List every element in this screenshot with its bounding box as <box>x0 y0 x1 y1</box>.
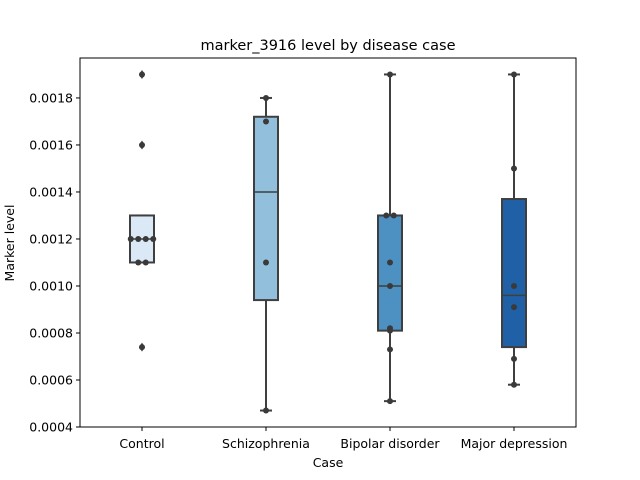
data-point <box>135 259 142 266</box>
box-group <box>501 73 527 386</box>
x-tick-label: Major depression <box>461 436 568 451</box>
data-point <box>387 259 393 266</box>
data-point <box>387 282 393 289</box>
data-point <box>263 94 269 101</box>
data-point <box>135 235 142 242</box>
data-point <box>142 235 149 242</box>
x-tick-label: Bipolar disorder <box>340 436 440 451</box>
data-point <box>511 71 517 78</box>
y-axis: 0.0004 0.0006 0.0008 0.0010 0.0012 0.0014 0.00… <box>29 90 80 435</box>
data-point <box>387 398 393 405</box>
data-point <box>383 212 390 219</box>
y-tick-label: 0.0012 <box>29 231 73 246</box>
plot-area <box>80 58 576 427</box>
data-point <box>390 212 397 219</box>
box-group <box>253 96 279 412</box>
data-point <box>263 259 269 266</box>
x-axis-label: Case <box>313 455 344 470</box>
data-point <box>127 235 134 242</box>
data-point <box>511 355 517 362</box>
y-tick-label: 0.0018 <box>29 90 73 105</box>
data-point <box>142 259 149 266</box>
y-tick-label: 0.0004 <box>29 420 73 435</box>
box <box>253 115 279 302</box>
boxes-layer <box>129 69 527 412</box>
data-point <box>511 381 517 388</box>
data-point <box>139 71 145 78</box>
y-tick-label: 0.0006 <box>29 372 73 387</box>
data-point <box>387 346 393 353</box>
data-point <box>387 71 393 78</box>
plot-frame <box>79 57 577 428</box>
y-tick-label: 0.0010 <box>29 278 73 293</box>
x-tick-label: Schizophrenia <box>222 436 310 451</box>
data-point <box>139 141 145 148</box>
data-point <box>511 304 517 311</box>
data-point <box>263 118 269 125</box>
y-tick-label: 0.0008 <box>29 325 73 340</box>
x-axis: Control Schizophrenia Bipolar disorder Majo… <box>119 427 567 451</box>
data-point <box>263 407 269 414</box>
data-point <box>139 344 145 351</box>
points-layer <box>127 71 517 414</box>
box <box>501 198 527 349</box>
chart-title: marker_3916 level by disease case <box>201 38 456 54</box>
y-tick-label: 0.0016 <box>29 137 73 152</box>
box <box>377 214 403 332</box>
data-point <box>387 327 393 334</box>
data-point <box>511 165 517 172</box>
x-tick-label: Control <box>119 436 164 451</box>
box-group <box>377 73 403 403</box>
y-axis-label: Marker level <box>2 205 17 282</box>
data-point <box>150 235 157 242</box>
data-point <box>511 282 517 289</box>
y-tick-label: 0.0014 <box>29 184 73 199</box>
